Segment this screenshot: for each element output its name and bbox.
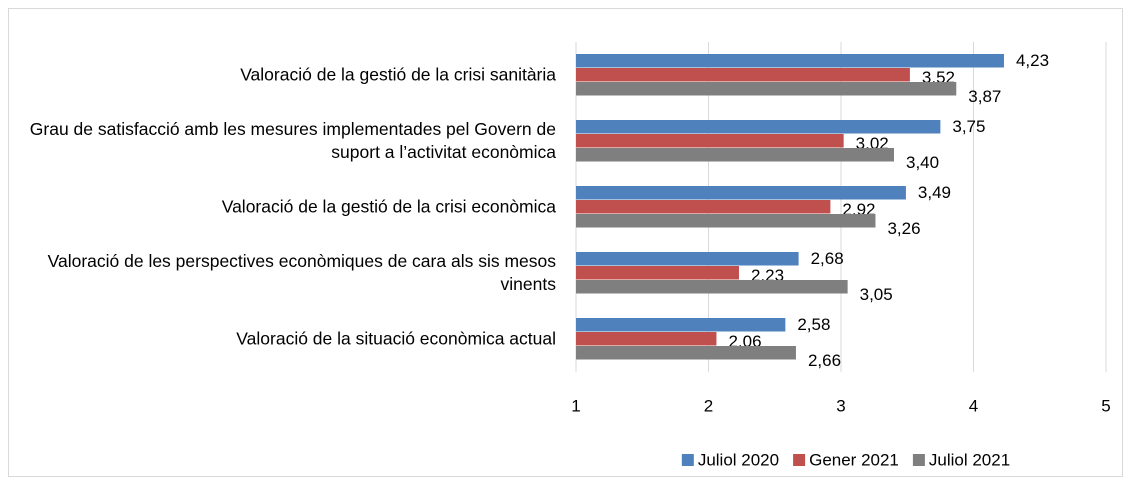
data-label: 2,66 bbox=[808, 351, 841, 370]
data-label: 3,40 bbox=[906, 153, 939, 172]
bar bbox=[576, 120, 941, 134]
x-tick-label: 1 bbox=[571, 396, 580, 415]
data-label: 3,05 bbox=[860, 285, 893, 304]
x-tick-label: 3 bbox=[836, 396, 845, 415]
data-label: 2,68 bbox=[811, 249, 844, 268]
y-tick-label: Valoració de la gestió de la crisi sanit… bbox=[240, 64, 556, 85]
bar bbox=[576, 332, 717, 346]
y-tick-label: Valoració de la situació econòmica actua… bbox=[236, 328, 556, 349]
bar bbox=[576, 346, 796, 360]
data-label: 4,23 bbox=[1016, 51, 1049, 70]
bar bbox=[576, 214, 876, 228]
bar bbox=[576, 252, 799, 266]
legend-label: Juliol 2020 bbox=[698, 450, 779, 469]
bar bbox=[576, 82, 957, 96]
legend-swatch bbox=[681, 454, 694, 466]
y-tick-label: Valoració de la gestió de la crisi econò… bbox=[221, 196, 556, 217]
y-tick-label: Valoració de les perspectives econòmique… bbox=[47, 251, 556, 294]
bar bbox=[576, 280, 848, 294]
bar bbox=[576, 200, 831, 214]
data-label: 3,75 bbox=[952, 117, 985, 136]
x-tick-label: 4 bbox=[969, 396, 978, 415]
bar bbox=[576, 68, 910, 82]
x-tick-label: 5 bbox=[1101, 396, 1110, 415]
chart-border bbox=[8, 8, 1123, 477]
bar bbox=[576, 148, 894, 162]
legend-label: Gener 2021 bbox=[809, 450, 899, 469]
bar bbox=[576, 134, 844, 148]
data-label: 3,87 bbox=[968, 87, 1001, 106]
y-tick-label: Grau de satisfacció amb les mesures impl… bbox=[29, 119, 556, 162]
bar bbox=[576, 266, 739, 280]
data-label: 3,26 bbox=[887, 219, 920, 238]
bar bbox=[576, 54, 1004, 68]
data-label: 3,49 bbox=[918, 183, 951, 202]
legend-swatch bbox=[912, 454, 925, 466]
x-tick-label: 2 bbox=[704, 396, 713, 415]
legend-swatch bbox=[793, 454, 806, 466]
bar bbox=[576, 318, 786, 332]
legend-label: Juliol 2021 bbox=[929, 450, 1010, 469]
bar bbox=[576, 186, 906, 200]
data-label: 2,58 bbox=[797, 315, 830, 334]
